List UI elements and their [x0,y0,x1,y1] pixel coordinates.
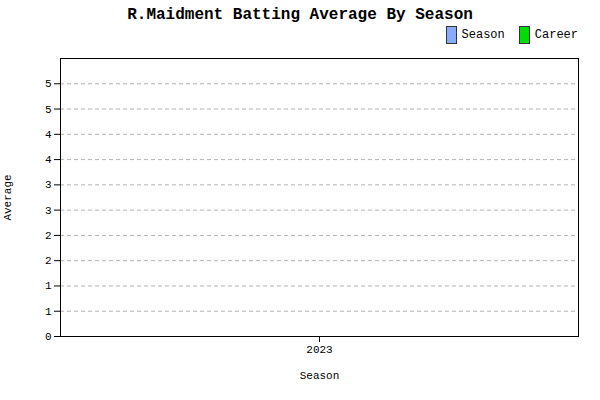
svg-text:5: 5 [45,78,52,90]
svg-text:3: 3 [45,205,52,217]
svg-text:5: 5 [45,104,52,116]
svg-text:4: 4 [45,129,52,141]
svg-text:2023: 2023 [306,344,332,356]
svg-text:0: 0 [45,331,52,343]
html-text:R.Maidment Batting Average By: R.Maidment Batting Average By Season [127,6,473,24]
svg-text:3: 3 [45,179,52,191]
svg-text:1: 1 [45,306,52,318]
svg-text:Season: Season [300,370,340,382]
svg-text:2: 2 [45,255,52,267]
svg-text:4: 4 [45,154,52,166]
html-text:Career: Career [534,28,578,42]
svg-text:Average: Average [2,174,14,220]
html-text:Season: Season [461,28,505,42]
svg-text:2: 2 [45,230,52,242]
svg-text:1: 1 [45,280,52,292]
